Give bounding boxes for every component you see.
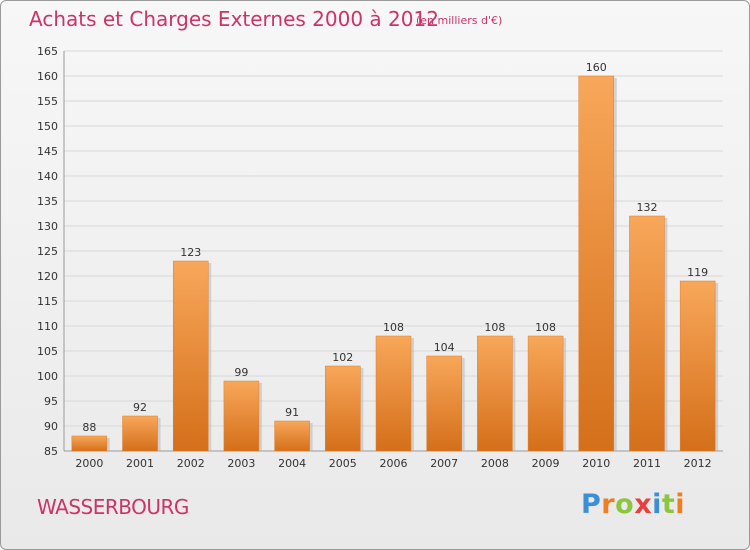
y-tick-label: 165 — [37, 45, 58, 58]
bar-value-label: 102 — [332, 351, 353, 364]
bar-value-label: 88 — [82, 421, 96, 434]
logo-letter: P — [581, 489, 602, 520]
y-tick-label: 130 — [37, 220, 58, 233]
logo-letter: i — [652, 489, 662, 520]
bar — [477, 335, 513, 452]
proxiti-logo: Proxiti — [581, 489, 685, 520]
x-tick-label: 2010 — [582, 457, 610, 470]
y-tick-label: 115 — [37, 295, 58, 308]
chart-unit-note: (en milliers d'€) — [416, 14, 503, 27]
logo-letter: x — [634, 489, 653, 520]
y-tick-label: 110 — [37, 320, 58, 333]
x-tick-label: 2004 — [278, 457, 306, 470]
x-tick-label: 2000 — [75, 457, 103, 470]
logo-letter: t — [661, 489, 676, 520]
bar-value-label: 91 — [285, 406, 299, 419]
bar — [527, 335, 564, 452]
bar — [325, 365, 361, 452]
y-tick-label: 135 — [37, 195, 58, 208]
logo-letter: o — [615, 489, 635, 520]
bar — [71, 435, 108, 452]
x-tick-label: 2008 — [481, 457, 509, 470]
bar — [629, 215, 665, 452]
y-tick-label: 120 — [37, 270, 58, 283]
bar-value-label: 104 — [434, 341, 455, 354]
bar-value-label: 108 — [383, 321, 404, 334]
bar — [122, 415, 158, 452]
x-tick-label: 2002 — [177, 457, 205, 470]
bar — [679, 280, 716, 452]
bar-value-label: 108 — [484, 321, 505, 334]
y-tick-label: 100 — [37, 370, 58, 383]
y-tick-label: 145 — [37, 145, 58, 158]
y-tick-label: 90 — [44, 420, 58, 433]
bar-value-label: 99 — [234, 366, 248, 379]
chart-title: Achats et Charges Externes 2000 à 2012 — [29, 7, 439, 31]
y-tick-label: 140 — [37, 170, 58, 183]
x-tick-label: 2009 — [532, 457, 560, 470]
logo-letter: r — [601, 489, 616, 520]
logo-letter: i — [675, 489, 686, 520]
x-tick-label: 2007 — [430, 457, 458, 470]
bar-value-label: 92 — [133, 401, 147, 414]
bar — [578, 75, 615, 452]
commune-name: WASSERBOURG — [37, 495, 189, 519]
bar-value-label: 119 — [687, 266, 708, 279]
bar-value-label: 123 — [180, 246, 201, 259]
bar — [274, 420, 310, 452]
bar-value-label: 132 — [636, 201, 657, 214]
x-tick-label: 2001 — [126, 457, 154, 470]
y-tick-label: 155 — [37, 95, 58, 108]
y-tick-label: 95 — [44, 395, 58, 408]
bar — [426, 355, 462, 452]
y-tick-label: 160 — [37, 70, 58, 83]
x-tick-label: 2006 — [380, 457, 408, 470]
bar — [375, 335, 412, 452]
y-tick-label: 85 — [44, 445, 58, 458]
y-tick-label: 150 — [37, 120, 58, 133]
bar-value-label: 160 — [586, 61, 607, 74]
x-tick-label: 2003 — [227, 457, 255, 470]
x-tick-label: 2012 — [684, 457, 712, 470]
y-tick-label: 105 — [37, 345, 58, 358]
bar — [172, 260, 209, 452]
x-tick-label: 2011 — [633, 457, 661, 470]
y-tick-label: 125 — [37, 245, 58, 258]
x-tick-label: 2005 — [329, 457, 357, 470]
bar-value-label: 108 — [535, 321, 556, 334]
bar — [223, 380, 260, 452]
